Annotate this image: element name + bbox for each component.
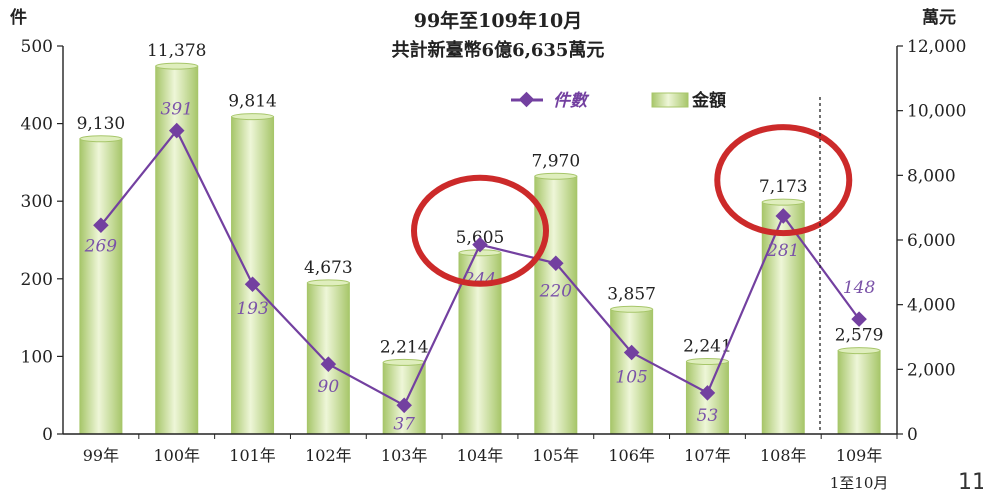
x-category-label-9: 108年 xyxy=(760,446,807,465)
count-value-label-7: 105 xyxy=(615,368,647,388)
left-tick-label-5: 500 xyxy=(21,37,53,57)
highlight-layer xyxy=(411,124,853,287)
bar-value-label-7: 3,857 xyxy=(607,284,656,304)
x-category-label-1: 100年 xyxy=(153,446,200,465)
bar-labels-layer: 9,13011,3789,8144,6732,2145,6057,9703,85… xyxy=(77,41,884,357)
right-tick-label-4: 8,000 xyxy=(907,166,956,186)
bar-1 xyxy=(155,65,199,435)
count-value-label-1: 391 xyxy=(161,100,193,120)
x-category-label-6: 105年 xyxy=(533,446,580,465)
bar-cap-0 xyxy=(79,135,123,143)
right-tick-label-2: 4,000 xyxy=(907,296,956,316)
bar-value-label-4: 2,214 xyxy=(380,337,429,357)
bar-value-label-3: 4,673 xyxy=(304,258,353,278)
bar-value-label-1: 11,378 xyxy=(147,41,206,61)
bar-cap-10 xyxy=(837,347,881,355)
bar-cap-1 xyxy=(155,62,199,70)
right-tick-label-0: 0 xyxy=(907,425,918,445)
right-axis-unit: 萬元 xyxy=(922,7,956,28)
count-marker-5 xyxy=(472,236,488,253)
left-tick-label-0: 0 xyxy=(42,425,53,445)
left-tick-label-1: 100 xyxy=(21,347,53,367)
x-category-label-2: 101年 xyxy=(229,446,276,465)
x-category-label-4: 103年 xyxy=(381,446,428,465)
bar-cap-6 xyxy=(534,172,578,180)
legend: 件數 金額 xyxy=(511,90,726,111)
x-category-label-7: 106年 xyxy=(608,446,655,465)
left-tick-label-3: 300 xyxy=(21,192,53,212)
chart-subtitle: 共計新臺幣6億6,635萬元 xyxy=(392,39,605,61)
bar-value-label-10: 2,579 xyxy=(835,326,884,346)
x-category-label-8: 107年 xyxy=(684,446,731,465)
line-layer xyxy=(93,122,867,414)
bar-7 xyxy=(610,308,654,435)
bar-0 xyxy=(79,138,123,435)
right-tick-label-5: 10,000 xyxy=(907,102,966,122)
count-marker-10 xyxy=(851,311,867,327)
x-category-label-0: 99年 xyxy=(83,446,119,465)
page-number: 11 xyxy=(958,470,983,495)
left-axis-unit: 件 xyxy=(10,7,27,28)
count-value-label-6: 220 xyxy=(539,281,573,301)
right-tick-label-3: 6,000 xyxy=(907,231,956,251)
bar-value-label-6: 7,970 xyxy=(531,151,580,171)
bar-cap-7 xyxy=(610,305,654,313)
left-tick-label-4: 400 xyxy=(21,115,53,135)
legend-line-marker xyxy=(518,91,535,108)
count-marker-1 xyxy=(168,122,185,139)
bar-value-label-8: 2,241 xyxy=(683,337,732,357)
bar-cap-4 xyxy=(382,358,426,366)
bar-value-label-0: 9,130 xyxy=(77,114,126,134)
left-tick-label-2: 200 xyxy=(21,270,53,290)
bar-cap-8 xyxy=(685,358,729,366)
bar-value-label-2: 9,814 xyxy=(228,92,277,112)
count-value-label-4: 37 xyxy=(393,414,415,434)
count-marker-9 xyxy=(775,208,792,224)
axes-layer: 0 100 200 300 400 500 0 2,000 4,000 6,000 8,000 10,… xyxy=(21,37,967,492)
count-value-label-2: 193 xyxy=(236,299,268,319)
count-value-label-8: 53 xyxy=(697,406,719,426)
count-value-label-3: 90 xyxy=(318,377,340,397)
bar-10 xyxy=(837,350,881,435)
highlight-circle-1 xyxy=(714,124,853,237)
highlight-circle-0 xyxy=(411,174,549,287)
x-category-label-10: 109年 xyxy=(836,446,883,465)
count-value-label-10: 148 xyxy=(843,278,876,298)
bar-cap-9 xyxy=(761,198,805,206)
x-category-sublabel-10: 1至10月 xyxy=(830,474,889,492)
count-value-label-9: 281 xyxy=(766,241,799,261)
count-marker-2 xyxy=(244,276,261,293)
chart-title: 99年至109年10月 xyxy=(414,9,583,32)
right-tick-label-1: 2,000 xyxy=(907,360,956,380)
bar-2 xyxy=(231,116,275,435)
legend-bar-label: 金額 xyxy=(691,90,726,111)
legend-bar-swatch xyxy=(651,92,689,108)
bar-cap-2 xyxy=(231,113,275,121)
bar-value-label-9: 7,173 xyxy=(759,177,808,197)
count-marker-0 xyxy=(93,217,109,234)
x-category-label-5: 104年 xyxy=(457,446,504,465)
legend-line-label: 件數 xyxy=(553,91,590,111)
bar-cap-3 xyxy=(306,279,350,287)
right-tick-label-6: 12,000 xyxy=(907,37,966,57)
count-value-label-0: 269 xyxy=(84,236,118,256)
x-category-label-3: 102年 xyxy=(305,446,352,465)
